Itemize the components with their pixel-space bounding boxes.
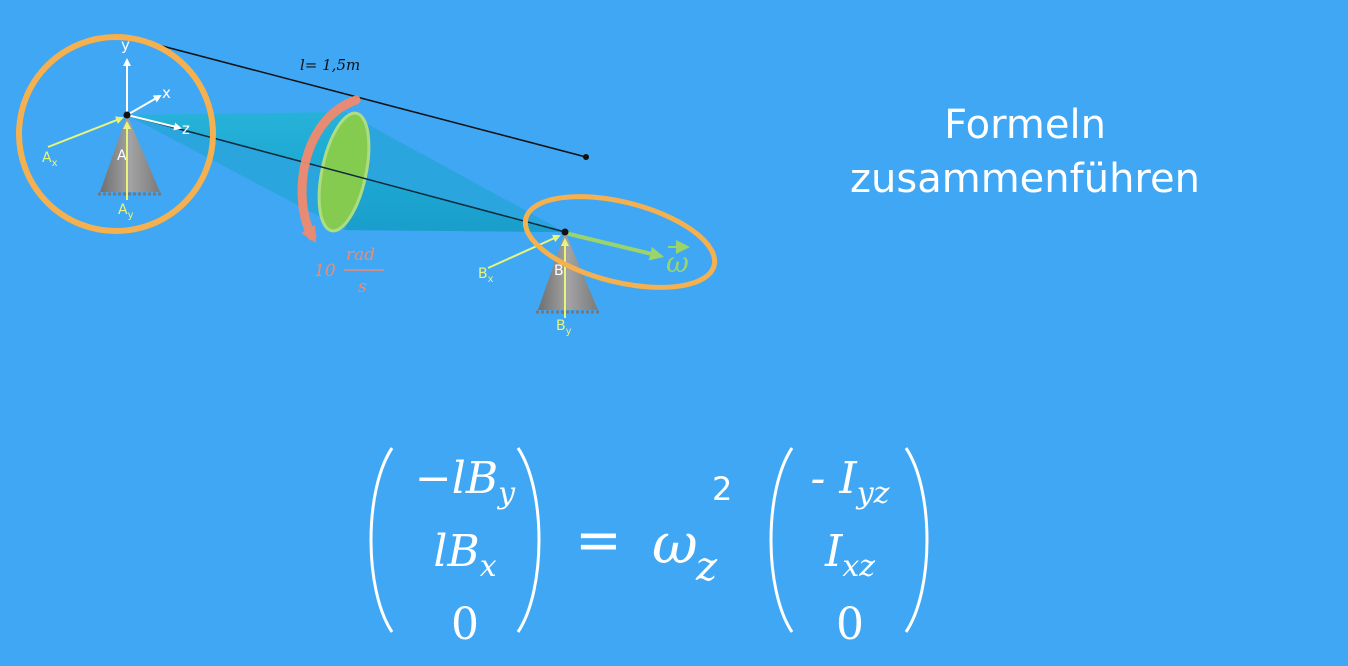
left-vector-open-paren xyxy=(369,447,394,633)
heading-line-2: zusammenführen xyxy=(850,156,1200,202)
left-vector-row-3: 0 xyxy=(451,599,479,650)
force-bx-arrow xyxy=(487,234,561,269)
length-end-dot xyxy=(583,154,589,160)
vector-equation: −lBy lBx 0 = ω z 2 - Iyz Ixz 0 xyxy=(360,440,960,650)
y-axis-label: y xyxy=(121,36,130,54)
equals-sign: = xyxy=(575,508,622,573)
speed-unit-numerator: rad xyxy=(346,245,375,265)
rotation-arrow xyxy=(297,95,361,243)
x-axis-label: x xyxy=(162,84,171,102)
right-vector-row-3: 0 xyxy=(836,599,864,650)
omega-arrow xyxy=(564,231,664,261)
highlight-ring-omega xyxy=(522,194,718,290)
length-label: l= 1,5m xyxy=(300,56,360,74)
left-vector-row-2: lBx xyxy=(433,526,497,584)
z-axis-label: z xyxy=(182,120,190,138)
length-line xyxy=(146,41,587,158)
point-b-label: B xyxy=(554,263,564,279)
right-vector-open-paren xyxy=(769,447,794,633)
force-ax-arrow xyxy=(47,116,124,148)
highlight-ring-a xyxy=(16,34,216,234)
right-vector-close-paren xyxy=(904,447,929,633)
x-axis-arrow xyxy=(126,95,162,116)
force-by-label: By xyxy=(556,318,572,337)
left-vector-row-1: −lBy xyxy=(414,453,516,511)
point-a-label: A xyxy=(117,148,127,164)
force-ax-label: Ax xyxy=(42,150,58,169)
left-vector: −lBy lBx 0 xyxy=(390,450,540,654)
speed-value: 10 xyxy=(314,261,336,281)
support-b xyxy=(538,232,598,310)
left-vector-close-paren xyxy=(516,447,541,633)
point-a-dot xyxy=(123,111,131,119)
right-vector: - Iyz Ixz 0 xyxy=(785,450,915,654)
omega-subscript: z xyxy=(696,544,718,590)
speed-unit-denominator: s xyxy=(358,277,367,297)
omega-exponent: 2 xyxy=(712,470,733,508)
point-b-dot xyxy=(561,228,569,236)
right-vector-row-1: - Iyz xyxy=(810,453,890,511)
section-heading: Formeln zusammenführen xyxy=(780,98,1270,206)
omega-symbol: ω xyxy=(652,512,698,577)
z-axis-arrow xyxy=(126,114,182,131)
omega-vector-label: ω xyxy=(666,246,689,279)
force-ay-label: Ay xyxy=(118,202,134,221)
force-bx-label: Bx xyxy=(478,266,494,285)
heading-line-1: Formeln xyxy=(944,102,1106,148)
support-a xyxy=(100,115,160,192)
cone-axis-line xyxy=(126,114,566,233)
right-vector-row-2: Ixz xyxy=(824,526,876,584)
